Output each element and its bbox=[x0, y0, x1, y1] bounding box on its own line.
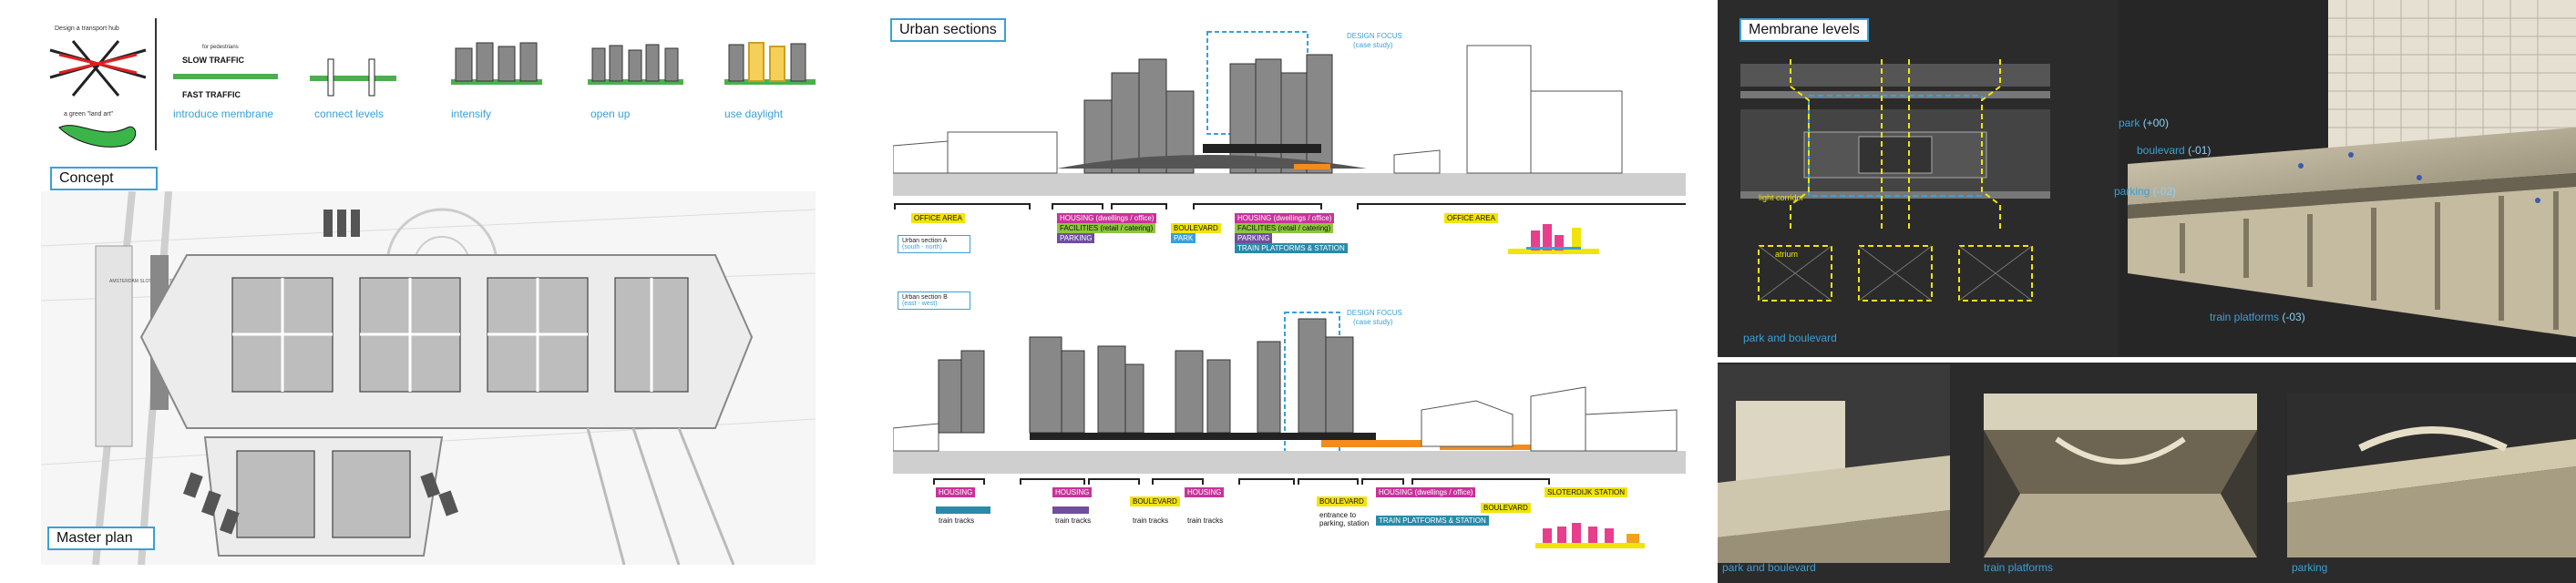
step-3-label: intensify bbox=[451, 107, 492, 120]
plan-caption: park and boulevard bbox=[1743, 332, 1837, 344]
membrane-title: Membrane levels bbox=[1740, 18, 1869, 42]
b-tracks-1: train tracks bbox=[939, 517, 975, 525]
svg-text:SLOW TRAFFIC: SLOW TRAFFIC bbox=[182, 56, 244, 65]
b-platform-1: TRAIN PLATFORMS & STATION bbox=[936, 506, 990, 514]
a-platforms: TRAIN PLATFORMS & STATION bbox=[1235, 243, 1348, 253]
b-entrance: entrance to parking, station bbox=[1319, 511, 1370, 527]
photo-train-platforms bbox=[1984, 394, 2257, 557]
b-housing-1: HOUSING bbox=[936, 487, 976, 497]
b-boulevard-2: BOULEVARD bbox=[1317, 496, 1367, 506]
b-parking-2 bbox=[1052, 506, 1089, 514]
section-a-mini-chart bbox=[1508, 224, 1599, 254]
section-a-brackets bbox=[894, 203, 1686, 210]
photo-caption-2: train platforms bbox=[1984, 561, 2054, 574]
membrane-model-photo bbox=[2119, 0, 2576, 355]
sketch-note-bottom: a green "land art" bbox=[64, 111, 114, 118]
intensify-diagram bbox=[451, 42, 542, 85]
urban-section-a-drawing: DESIGN FOCUS (case study) bbox=[893, 31, 1686, 196]
svg-text:for pedestrians: for pedestrians bbox=[202, 45, 239, 50]
sketch-note-top: Design a transport hub bbox=[55, 26, 119, 32]
b-boulevard-3: BOULEVARD bbox=[1481, 503, 1531, 513]
a-housing-1: HOUSING (dwellings / office) bbox=[1057, 213, 1157, 223]
model-parking-label: parking (-02) bbox=[2114, 185, 2177, 198]
daylight-diagram bbox=[724, 42, 816, 85]
master-plan-drawing: AMSTERDAM SLOTERDIJK STATION bbox=[41, 191, 816, 565]
svg-text:light corridor: light corridor bbox=[1759, 193, 1804, 202]
concept-sketch: Design a transport hub a green "land art… bbox=[49, 26, 147, 148]
urban-sections-panel: Urban sections DESIGN FOCUS (case study)… bbox=[879, 0, 1690, 583]
master-plan-title: Master plan bbox=[47, 527, 155, 550]
a-facilities-1: FACILITIES (retail / catering) bbox=[1057, 223, 1156, 233]
photo-caption-1: park and boulevard bbox=[1722, 561, 1816, 574]
a-housing-2: HOUSING (dwellings / office) bbox=[1235, 213, 1335, 223]
section-b-key: Urban section B (east - west) bbox=[898, 292, 970, 310]
a-office-right: OFFICE AREA bbox=[1444, 213, 1498, 223]
b-housing-2: HOUSING bbox=[1052, 487, 1093, 497]
a-facilities-2: FACILITIES (retail / catering) bbox=[1235, 223, 1334, 233]
membrane-plan-diagram: light corridor atrium bbox=[1740, 59, 2050, 302]
b-platforms: TRAIN PLATFORMS & STATION bbox=[1376, 516, 1489, 526]
svg-text:DESIGN FOCUS: DESIGN FOCUS bbox=[1347, 310, 1402, 317]
b-tracks-2: train tracks bbox=[1055, 517, 1092, 525]
urban-sections-title: Urban sections bbox=[890, 18, 1006, 42]
svg-text:(case study): (case study) bbox=[1353, 41, 1393, 49]
a-parking-2: PARKING bbox=[1235, 233, 1273, 243]
concept-panel: Design a transport hub a green "land art… bbox=[0, 0, 820, 583]
step-1-label: introduce membrane bbox=[173, 107, 274, 120]
connect-levels-diagram bbox=[310, 58, 396, 97]
photo-caption-3: parking bbox=[2292, 561, 2328, 574]
svg-text:FAST TRAFFIC: FAST TRAFFIC bbox=[182, 90, 241, 99]
a-office-left: OFFICE AREA bbox=[911, 213, 965, 223]
slow-fast-diagram: for pedestrians SLOW TRAFFIC FAST TRAFFI… bbox=[173, 45, 278, 99]
a-park: PARK bbox=[1171, 233, 1196, 243]
section-b-mini-chart bbox=[1535, 523, 1645, 548]
b-tracks-3: train tracks bbox=[1133, 517, 1169, 525]
svg-text:DESIGN FOCUS: DESIGN FOCUS bbox=[1347, 32, 1402, 40]
model-boulevard-label: boulevard (-01) bbox=[2137, 144, 2212, 157]
urban-section-b-drawing: DESIGN FOCUS (case study) bbox=[893, 310, 1686, 474]
b-housing-ext: HOUSING (dwellings / office) bbox=[1376, 487, 1476, 497]
step-2-label: connect levels bbox=[314, 107, 385, 120]
svg-text:atrium: atrium bbox=[1775, 250, 1798, 259]
section-b-brackets bbox=[933, 478, 1550, 485]
b-station: SLOTERDIJK STATION bbox=[1545, 487, 1628, 497]
photo-parking bbox=[2287, 394, 2576, 557]
a-boulevard: BOULEVARD bbox=[1171, 223, 1221, 233]
model-park-label: park (+00) bbox=[2119, 117, 2170, 129]
b-tracks-4: train tracks bbox=[1187, 517, 1224, 525]
step-4-label: open up bbox=[590, 107, 631, 120]
b-housing-3: HOUSING bbox=[1185, 487, 1225, 497]
step-5-label: use daylight bbox=[724, 107, 784, 120]
open-up-diagram bbox=[588, 44, 683, 85]
concept-title: Concept bbox=[50, 167, 158, 190]
a-parking-1: PARKING bbox=[1057, 233, 1095, 243]
photo-park-boulevard bbox=[1718, 364, 1950, 563]
model-platforms-label: train platforms (-03) bbox=[2210, 311, 2305, 323]
b-boulevard-1: BOULEVARD bbox=[1130, 496, 1180, 506]
section-a-key: Urban section A (south - north) bbox=[898, 235, 970, 253]
station-label: AMSTERDAM SLOTERDIJK STATION bbox=[109, 279, 189, 284]
membrane-panel: Membrane levels light corridor atrium pa… bbox=[1718, 0, 2576, 583]
svg-text:(case study): (case study) bbox=[1353, 318, 1393, 326]
